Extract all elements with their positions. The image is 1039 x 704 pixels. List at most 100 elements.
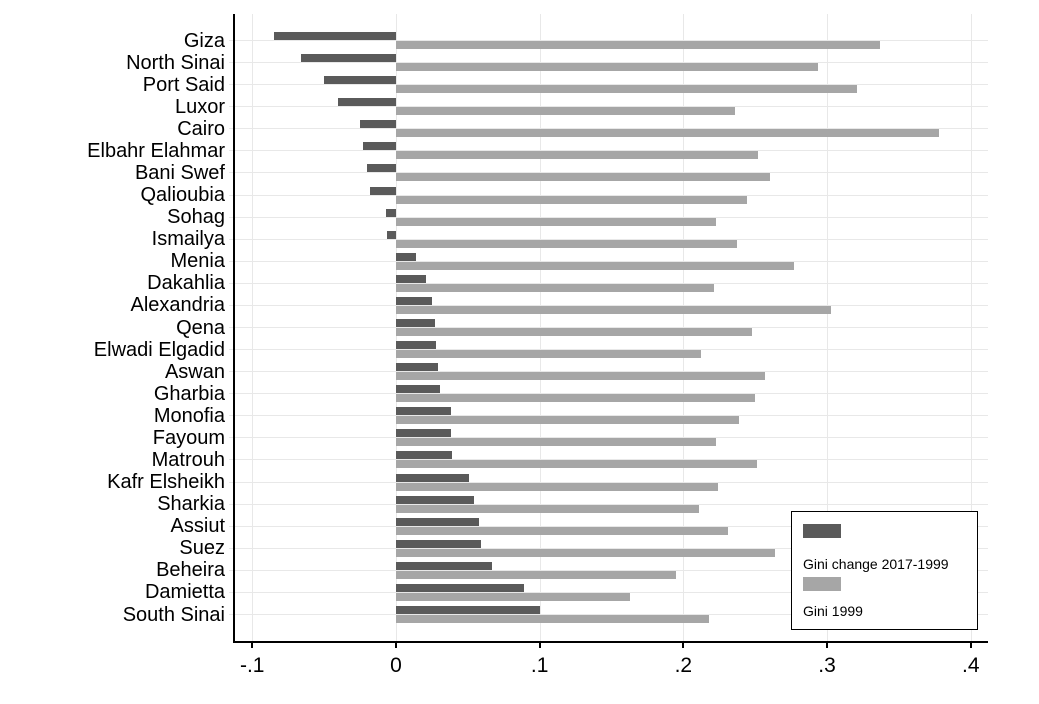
bar-gini-change [370,186,396,195]
category-gridline [229,238,988,240]
bar-gini-change [385,208,396,217]
category-label: Damietta [144,581,225,604]
bar-gini-change [338,98,396,107]
bar-gini-change [395,451,452,460]
legend: Gini change 2017-1999 Gini 1999 [791,511,978,630]
bar-gini-1999 [395,41,881,49]
bar-gini-1999 [395,305,832,314]
x-gridline [539,14,541,641]
category-label: Aswan [164,360,225,383]
x-axis [233,641,988,643]
bar-gini-change [395,296,432,305]
bar-gini-1999 [395,283,714,292]
bar-gini-change [324,76,396,85]
category-label: Elbahr Elahmar [87,139,225,162]
category-gridline [229,547,988,549]
bar-gini-1999 [395,460,757,469]
bar-gini-change [395,583,524,592]
category-label: Monofia [153,404,225,427]
x-gridline [252,14,254,641]
bar-gini-1999 [395,217,717,226]
category-label: Suez [179,537,225,560]
category-gridline [229,106,988,108]
category-label: Giza [183,29,225,52]
x-tick [682,641,685,648]
category-label: Sohag [167,206,225,229]
bar-gini-1999 [395,195,747,204]
category-gridline [229,62,988,64]
category-label: Elwadi Elgadid [93,338,225,361]
x-tick [969,641,972,648]
bar-gini-change [395,385,441,394]
y-axis [233,14,235,641]
x-tick [826,641,829,648]
x-gridline [683,14,685,641]
legend-label-gini-change: Gini change 2017-1999 [803,556,949,572]
bar-gini-change [395,473,470,482]
bar-gini-1999 [395,151,759,160]
category-label: Beheira [156,559,225,582]
bar-gini-change [395,561,493,570]
category-gridline [229,393,988,395]
x-tick-label: -.1 [239,654,265,677]
category-label: Port Said [142,73,225,96]
bar-gini-1999 [395,615,710,623]
x-tick-label: .4 [961,654,980,677]
bar-gini-change [367,164,396,173]
bar-gini-1999 [395,350,701,359]
category-label: Ismailya [151,228,225,251]
plot-area: Gini change 2017-1999 Gini 1999 [229,14,988,648]
category-gridline [229,172,988,174]
bar-gini-1999 [395,438,717,447]
bar-gini-change [395,429,451,438]
bar-gini-1999 [395,129,940,138]
x-tick [538,641,541,648]
category-gridline [229,216,988,218]
bar-gini-1999 [395,85,858,94]
category-gridline [229,591,988,593]
bar-gini-1999 [395,504,700,513]
category-label: Gharbia [153,382,225,405]
category-label: Sharkia [157,493,225,516]
category-label: Qena [176,316,225,339]
x-gridline [395,14,397,641]
legend-swatch-gini-change [803,524,841,538]
bar-gini-change [362,142,396,151]
category-gridline [229,150,988,152]
bar-gini-1999 [395,328,753,336]
category-label: Luxor [174,95,225,118]
category-gridline [229,40,988,41]
bar-gini-1999 [395,261,794,270]
category-gridline [229,349,988,351]
bar-gini-change [395,274,427,283]
category-label: Matrouh [151,448,225,471]
x-tick-label: .1 [530,654,549,677]
x-tick-label: 0 [390,654,402,677]
category-gridline [229,614,988,615]
x-tick-label: .3 [818,654,836,677]
category-gridline [229,503,988,505]
bar-gini-1999 [395,394,756,403]
bar-gini-1999 [395,416,740,425]
bar-gini-change [273,32,396,40]
bar-gini-1999 [395,107,736,116]
bar-gini-change [395,606,540,614]
bar-gini-1999 [395,239,737,248]
x-tick [251,641,254,648]
x-gridline [827,14,829,641]
bar-gini-1999 [395,526,728,535]
bar-gini-change [395,517,480,526]
legend-swatch-gini-1999 [803,577,841,591]
category-gridline [229,481,988,483]
bar-gini-change [387,230,396,239]
bar-gini-1999 [395,482,718,491]
category-gridline [229,128,988,130]
bar-gini-change [395,495,474,504]
legend-label-gini-1999: Gini 1999 [803,603,863,619]
category-label: Qalioubia [140,184,225,207]
category-label: Cairo [177,117,225,140]
x-tick-label: .2 [674,654,693,677]
category-gridline [229,569,988,571]
bar-gini-1999 [395,173,770,182]
